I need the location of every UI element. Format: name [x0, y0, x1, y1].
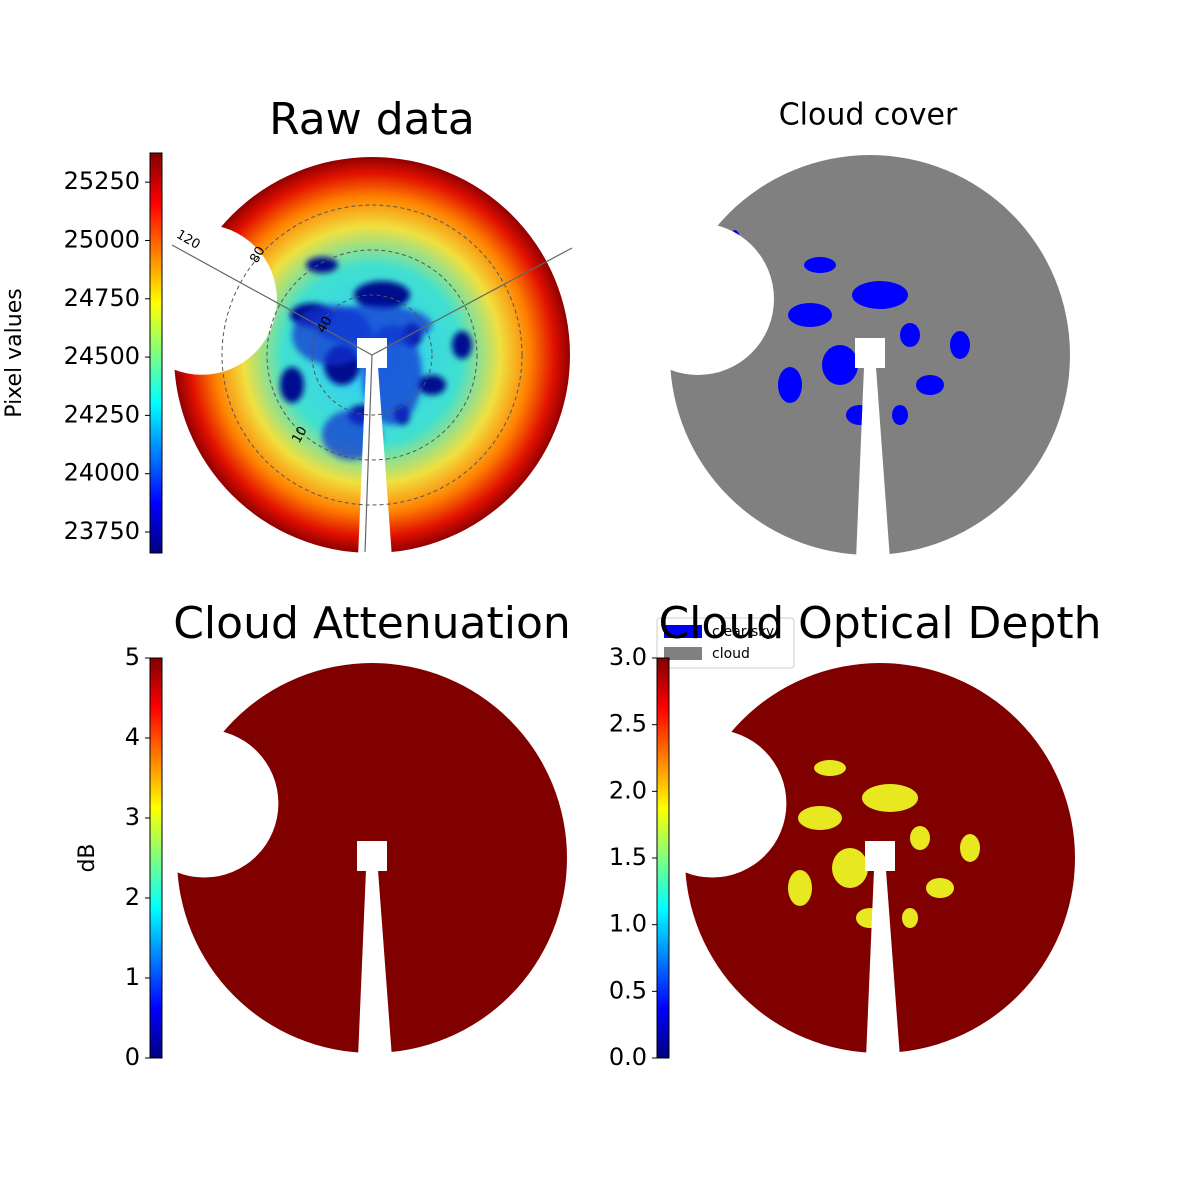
feature	[902, 908, 918, 928]
polar-spoke	[171, 244, 373, 356]
polar-grid	[311, 294, 433, 416]
polar-label: 80	[247, 244, 268, 266]
feature	[418, 375, 446, 395]
legend-swatch	[664, 647, 702, 660]
colorbar-tick-label: 24500	[64, 342, 140, 370]
sky-image	[670, 155, 1070, 555]
panel-title: Raw data	[269, 94, 475, 145]
feature	[280, 367, 304, 403]
feature	[322, 410, 382, 460]
panel-title: Cloud cover	[779, 98, 958, 133]
polar-label: 40	[314, 314, 335, 336]
sky-fill	[685, 663, 1075, 1053]
colorbar-tick-label: 2.0	[609, 776, 647, 804]
colorbar-tick-label: 1.0	[609, 910, 647, 938]
colorbar-tick-label: 4	[125, 723, 140, 751]
panel-title: Cloud Attenuation	[173, 598, 571, 649]
colorbar-tick-label: 24000	[64, 459, 140, 487]
colorbar-tick-label: 25000	[64, 225, 140, 253]
feature	[788, 303, 832, 327]
feature	[354, 281, 410, 309]
feature	[798, 806, 842, 830]
legend-label: clear sky	[712, 624, 774, 640]
feature	[814, 760, 846, 776]
feature	[788, 870, 812, 906]
polar-spoke	[371, 247, 573, 356]
colorbar-tick-label: 0.0	[609, 1043, 647, 1071]
polar-grid	[266, 249, 478, 461]
colorbar-label: Pixel values	[2, 288, 27, 417]
panel-title: Cloud Optical Depth	[658, 598, 1101, 649]
legend-label: cloud	[712, 646, 750, 662]
feature	[362, 325, 422, 425]
colorbar-tick-label: 1	[125, 963, 140, 991]
feature	[900, 323, 920, 347]
colorbar	[149, 657, 163, 1059]
feature	[852, 281, 908, 309]
panel: Cloud cover	[670, 98, 1070, 555]
colorbar	[656, 657, 670, 1059]
sky-image	[177, 663, 567, 1053]
colorbar-tick-label: 23750	[64, 517, 140, 545]
feature	[804, 257, 836, 273]
features	[280, 257, 472, 460]
polar-label: 10	[289, 424, 310, 446]
polar-spoke	[364, 354, 373, 553]
panel: Cloud Optical Depth 0.0 0.5 1.0 1.5 2.0 2.5 3.0	[609, 598, 1102, 1071]
features	[788, 760, 980, 928]
feature	[910, 826, 930, 850]
colorbar-tick-label: 0.5	[609, 976, 647, 1004]
feature	[856, 908, 884, 928]
feature	[822, 345, 858, 385]
sky-fill	[177, 663, 567, 1053]
legend-swatch	[664, 625, 702, 638]
colorbar-tick-label: 3	[125, 803, 140, 831]
polar-grid	[221, 204, 523, 506]
colorbar-tick-label: 24250	[64, 400, 140, 428]
colorbar-label: dB	[75, 843, 100, 872]
colorbar-tick-label: 25250	[64, 167, 140, 195]
feature	[846, 405, 874, 425]
feature	[832, 848, 868, 888]
feature	[960, 834, 980, 862]
colorbar-tick-label: 3.0	[609, 643, 647, 671]
feature	[892, 405, 908, 425]
colorbar-tick-label: 2.5	[609, 710, 647, 738]
feature	[312, 305, 432, 345]
sky-image	[174, 157, 570, 553]
colorbar-tick-label: 1.5	[609, 843, 647, 871]
sky-fill	[670, 155, 1070, 555]
feature	[926, 878, 954, 898]
feature	[950, 331, 970, 359]
sky-image	[685, 663, 1075, 1053]
feature	[916, 375, 944, 395]
feature	[727, 230, 743, 290]
colorbar-tick-label: 5	[125, 643, 140, 671]
panel: Cloud Attenuation 0 1 2 3 4 5 dB	[75, 598, 571, 1071]
feature	[862, 784, 918, 812]
colorbar-tick-label: 0	[125, 1043, 140, 1071]
colorbar	[149, 152, 163, 554]
feature	[452, 331, 472, 359]
feature	[778, 367, 802, 403]
colorbar-tick-label: 24750	[64, 284, 140, 312]
features	[778, 257, 970, 425]
legend: clear sky cloud	[656, 617, 795, 669]
feature	[306, 257, 338, 273]
colorbar-tick-label: 2	[125, 883, 140, 911]
